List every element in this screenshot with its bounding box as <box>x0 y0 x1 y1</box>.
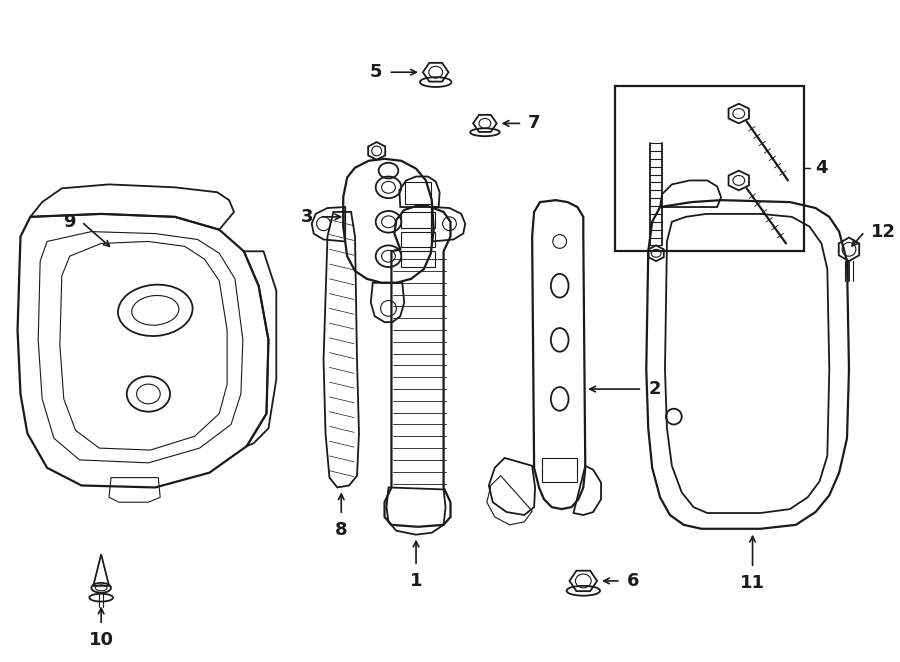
Bar <box>405 183 431 204</box>
Text: 5: 5 <box>370 64 382 81</box>
Bar <box>401 252 435 267</box>
Text: 10: 10 <box>89 631 113 649</box>
Bar <box>401 212 435 228</box>
Bar <box>542 458 578 481</box>
Text: 8: 8 <box>335 521 347 539</box>
Bar <box>401 232 435 248</box>
Text: 3: 3 <box>302 208 314 226</box>
Text: 4: 4 <box>815 159 828 177</box>
Text: 6: 6 <box>626 572 639 590</box>
Text: 9: 9 <box>63 213 76 231</box>
Text: 11: 11 <box>740 574 765 592</box>
Text: 7: 7 <box>528 115 541 132</box>
Bar <box>615 86 804 252</box>
Text: 1: 1 <box>410 572 422 590</box>
Text: 12: 12 <box>870 222 896 240</box>
Text: 2: 2 <box>648 380 661 398</box>
